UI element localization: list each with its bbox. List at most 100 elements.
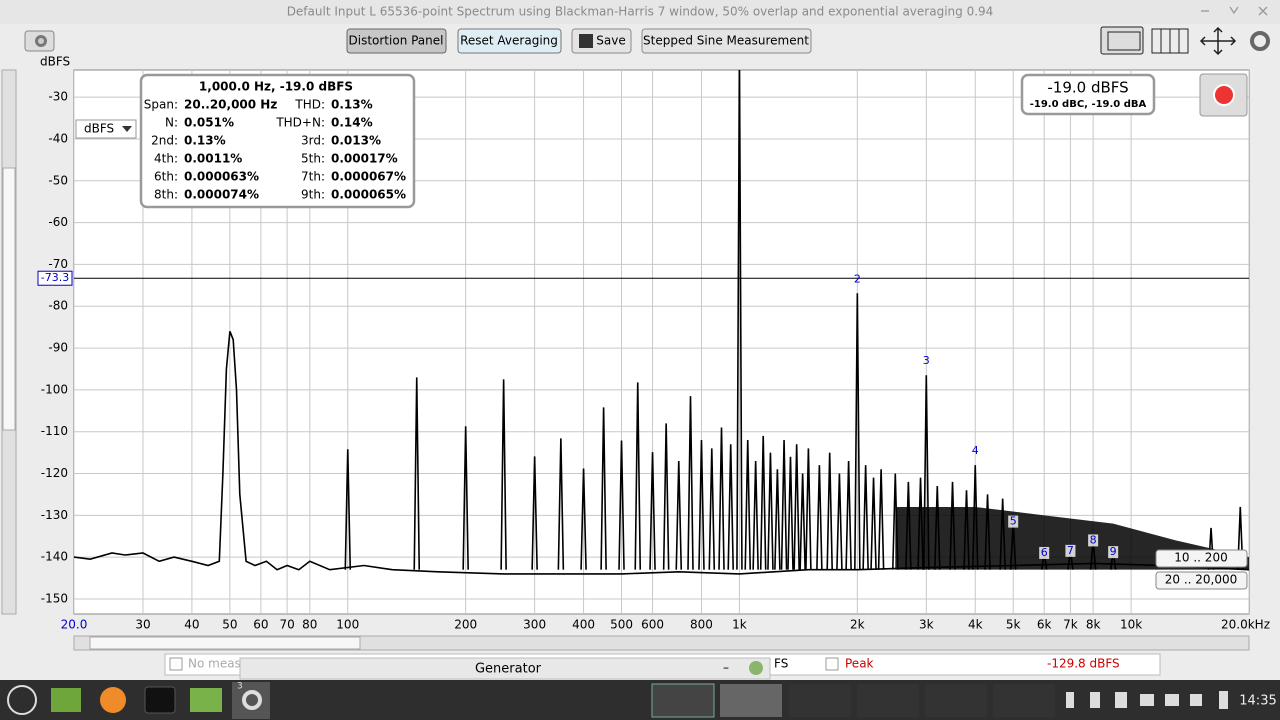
peak [675, 460, 683, 570]
x-tick-label: 7k [1063, 618, 1078, 632]
peak [462, 426, 469, 570]
clock: 14:35 [1239, 694, 1276, 709]
fundamental [736, 70, 743, 570]
dist-label: 6th: [154, 170, 178, 184]
peak [816, 465, 823, 570]
reset-averaging-button[interactable] [457, 28, 562, 54]
dist-value: 0.13% [331, 98, 373, 112]
checkbox[interactable] [169, 657, 183, 671]
unit-select[interactable] [75, 119, 137, 139]
peak [805, 448, 812, 570]
cursor-label: -73.3 [41, 271, 69, 284]
camera-button[interactable] [24, 30, 55, 52]
peak [836, 473, 843, 570]
v-scroll-thumb[interactable] [2, 167, 16, 431]
x-tick-label: 6k [1037, 618, 1052, 632]
y-tick-label: -40 [48, 131, 68, 145]
harmonic-label: 7 [1067, 544, 1074, 557]
dist-label: 5th: [301, 152, 325, 166]
peak-label: Peak [845, 657, 874, 671]
peak [344, 449, 352, 570]
peak [774, 469, 781, 570]
peak [618, 440, 625, 570]
x-tick-label: 600 [641, 618, 664, 632]
level-main: -19.0 dBFS [1047, 79, 1128, 97]
y-tick-label: -60 [48, 215, 68, 229]
harmonic-box [1108, 546, 1119, 559]
peak [787, 456, 794, 570]
y-tick-label: -140 [41, 550, 68, 564]
distortion-panel-button[interactable] [346, 28, 447, 54]
dist-label: 7th: [301, 170, 325, 184]
peak [708, 448, 716, 570]
peak [845, 460, 852, 570]
y-tick-label: -100 [41, 382, 68, 396]
harmonic-box [1065, 544, 1076, 557]
peak [752, 460, 759, 570]
x-tick-label: 50 [222, 618, 237, 632]
dist-value: 0.14% [331, 116, 373, 130]
peak [698, 440, 705, 570]
h-scroll-thumb[interactable] [89, 636, 361, 650]
x-tick-label: 20.0 [61, 618, 88, 632]
peak [649, 452, 656, 570]
y-tick-label: -70 [48, 257, 68, 271]
checkbox[interactable] [825, 657, 839, 671]
x-tick-label: 200 [454, 618, 477, 632]
dist-value: 0.000074% [184, 188, 259, 202]
peak [744, 440, 752, 570]
y-tick-label: -120 [41, 466, 68, 480]
x-tick-label: 100 [336, 618, 359, 632]
peak [718, 427, 725, 570]
peak [799, 473, 806, 570]
taskbar-icons[interactable] [7, 682, 1228, 719]
range-label: 10 .. 200 [1174, 551, 1227, 565]
peak [634, 382, 642, 570]
peak [687, 396, 694, 570]
harmonic-label: 3 [923, 354, 930, 367]
y-axis-label: dBFS [40, 55, 70, 69]
range-button[interactable] [1155, 549, 1248, 568]
dist-value: 0.000063% [184, 170, 259, 184]
peak [531, 456, 538, 570]
x-tick-label: 8k [1086, 618, 1101, 632]
harmonic-label: 2 [854, 272, 861, 285]
view-buttons[interactable] [1100, 26, 1270, 56]
dist-value: 0.000065% [331, 188, 406, 202]
peak [891, 473, 899, 570]
peak [949, 481, 956, 570]
cursor-box [37, 270, 73, 286]
window-controls[interactable] [1201, 6, 1268, 16]
h-scrollbar[interactable] [73, 635, 1250, 651]
x-tick-label: 1k [732, 618, 747, 632]
generator-bar[interactable] [239, 657, 771, 680]
close-button[interactable] [749, 661, 763, 675]
peak [780, 440, 788, 570]
y-tick-label: -150 [41, 591, 68, 605]
dist-label: 3rd: [301, 134, 325, 148]
x-tick-label: 40 [184, 618, 199, 632]
x-tick-label: 10k [1120, 618, 1142, 632]
distortion-heading: 1,000.0 Hz, -19.0 dBFS [199, 80, 353, 94]
peak [984, 494, 991, 570]
title-bar [0, 0, 1280, 24]
dist-label: 9th: [301, 188, 325, 202]
harmonic-label: 8 [1090, 533, 1097, 546]
peak [963, 490, 970, 570]
button-label: Save [596, 34, 625, 48]
harmonic [923, 375, 930, 570]
peak [1236, 506, 1244, 570]
dist-value: 0.000067% [331, 170, 406, 184]
x-tick-label: 80 [302, 618, 317, 632]
save-icon [579, 34, 593, 48]
harmonic-label: 6 [1041, 546, 1048, 559]
y-tick-label: -110 [41, 424, 68, 438]
minimize[interactable]: – [723, 661, 729, 675]
distortion-panel [139, 73, 416, 209]
x-tick-label: 4k [968, 618, 983, 632]
spectrum-trace [74, 331, 1249, 575]
dist-label: 8th: [154, 188, 178, 202]
peak [662, 423, 670, 570]
stepped-sine-button[interactable] [641, 28, 812, 54]
range-button[interactable] [1155, 571, 1248, 590]
